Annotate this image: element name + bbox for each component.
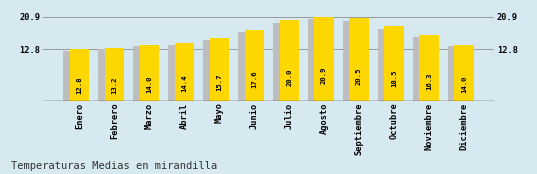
Text: 20.9: 20.9 <box>321 67 327 84</box>
Text: 12.8: 12.8 <box>76 77 82 94</box>
Text: 14.0: 14.0 <box>146 75 153 93</box>
Text: 17.6: 17.6 <box>251 71 257 88</box>
Bar <box>105 48 124 101</box>
Bar <box>378 29 397 101</box>
Bar <box>140 45 159 101</box>
Bar <box>384 26 404 101</box>
Bar <box>70 49 89 101</box>
Text: 14.4: 14.4 <box>182 75 187 92</box>
Text: Temperaturas Medias en mirandilla: Temperaturas Medias en mirandilla <box>11 161 217 171</box>
Bar <box>168 45 187 101</box>
Text: 20.5: 20.5 <box>356 67 362 85</box>
Bar <box>175 43 194 101</box>
Text: 16.3: 16.3 <box>426 73 432 90</box>
Bar <box>238 32 257 101</box>
Bar <box>419 35 439 101</box>
Bar <box>308 19 328 101</box>
Bar <box>343 21 362 101</box>
Bar <box>413 37 432 101</box>
Text: 14.0: 14.0 <box>461 75 467 93</box>
Bar <box>63 51 83 101</box>
Bar <box>315 17 333 101</box>
Bar <box>350 18 369 101</box>
Bar <box>448 46 467 101</box>
Text: 15.7: 15.7 <box>216 73 222 91</box>
Bar <box>133 46 153 101</box>
Text: 13.2: 13.2 <box>111 76 117 94</box>
Bar <box>273 23 293 101</box>
Bar <box>204 40 222 101</box>
Bar <box>209 38 229 101</box>
Text: 18.5: 18.5 <box>391 70 397 87</box>
Bar <box>280 20 299 101</box>
Bar <box>244 30 264 101</box>
Bar <box>454 45 474 101</box>
Bar <box>98 49 118 101</box>
Text: 20.0: 20.0 <box>286 68 292 86</box>
